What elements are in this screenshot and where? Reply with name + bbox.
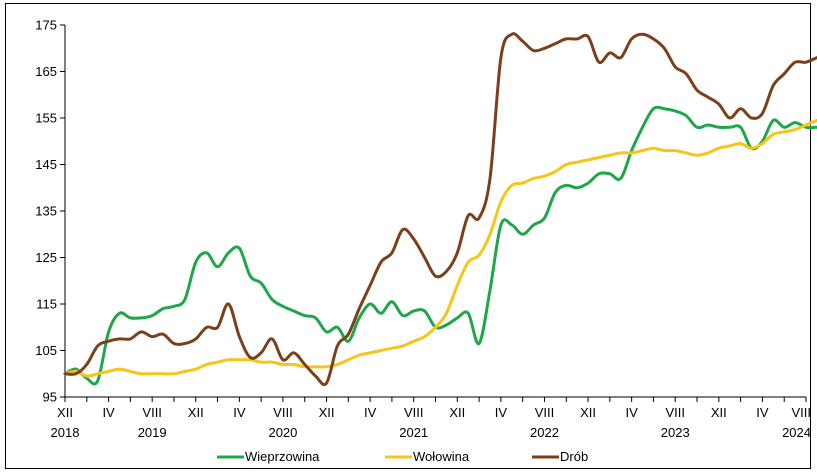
x-tick-label: XII — [449, 405, 465, 420]
x-tick-year-label: 2024 — [782, 425, 811, 440]
chart-frame — [5, 3, 811, 469]
x-tick-label: VIII — [535, 405, 555, 420]
x-axis-ticks: XII 2018 IV VIII 2019 XII IV VIII 2020 XII IV VIII 2… — [51, 397, 811, 440]
x-tick-year-label: 2019 — [138, 425, 167, 440]
x-tick-year-label: 2021 — [399, 425, 428, 440]
x-tick-year-label: 2020 — [268, 425, 297, 440]
y-tick-label: 165 — [35, 64, 57, 79]
x-tick-label: IV — [756, 405, 769, 420]
y-tick-label: 155 — [35, 111, 57, 126]
y-tick-label: 95 — [43, 390, 57, 405]
x-tick-label: VIII — [273, 405, 293, 420]
legend-label: Wieprzowina — [245, 449, 320, 464]
series-line-wo-owina — [63, 118, 817, 378]
y-tick-label: 145 — [35, 157, 57, 172]
x-tick-year-label: 2018 — [51, 425, 80, 440]
y-tick-label: 135 — [35, 204, 57, 219]
series-line-wieprzowina — [63, 105, 817, 386]
x-tick-label: IV — [495, 405, 508, 420]
x-tick-label: VIII — [665, 405, 685, 420]
x-tick-label: VIII — [142, 405, 162, 420]
x-tick-label: XII — [188, 405, 204, 420]
legend-label: Wołowina — [413, 449, 470, 464]
x-tick-label: VIII — [404, 405, 424, 420]
x-tick-year-label: 2022 — [530, 425, 559, 440]
axes — [64, 25, 806, 398]
y-tick-label: 115 — [36, 297, 57, 312]
legend-label: Drób — [560, 449, 588, 464]
x-tick-label: XII — [319, 405, 335, 420]
series-lines — [63, 32, 817, 387]
x-tick-label: XII — [57, 405, 73, 420]
y-tick-label: 125 — [35, 250, 57, 265]
x-tick-label: XII — [711, 405, 727, 420]
x-tick-label: IV — [102, 405, 115, 420]
x-tick-label: VIII — [791, 405, 811, 420]
x-tick-label: XII — [580, 405, 596, 420]
y-tick-label: 105 — [35, 343, 57, 358]
x-tick-label: IV — [625, 405, 638, 420]
x-tick-label: IV — [364, 405, 377, 420]
y-tick-label: 175 — [35, 18, 57, 33]
legend: Wieprzowina Wołowina Drób — [217, 449, 588, 464]
x-tick-year-label: 2023 — [661, 425, 690, 440]
x-tick-label: IV — [233, 405, 246, 420]
y-axis-ticks: 95 105 115 125 135 145 155 165 175 — [35, 18, 65, 405]
series-line-dr-b — [63, 32, 817, 387]
